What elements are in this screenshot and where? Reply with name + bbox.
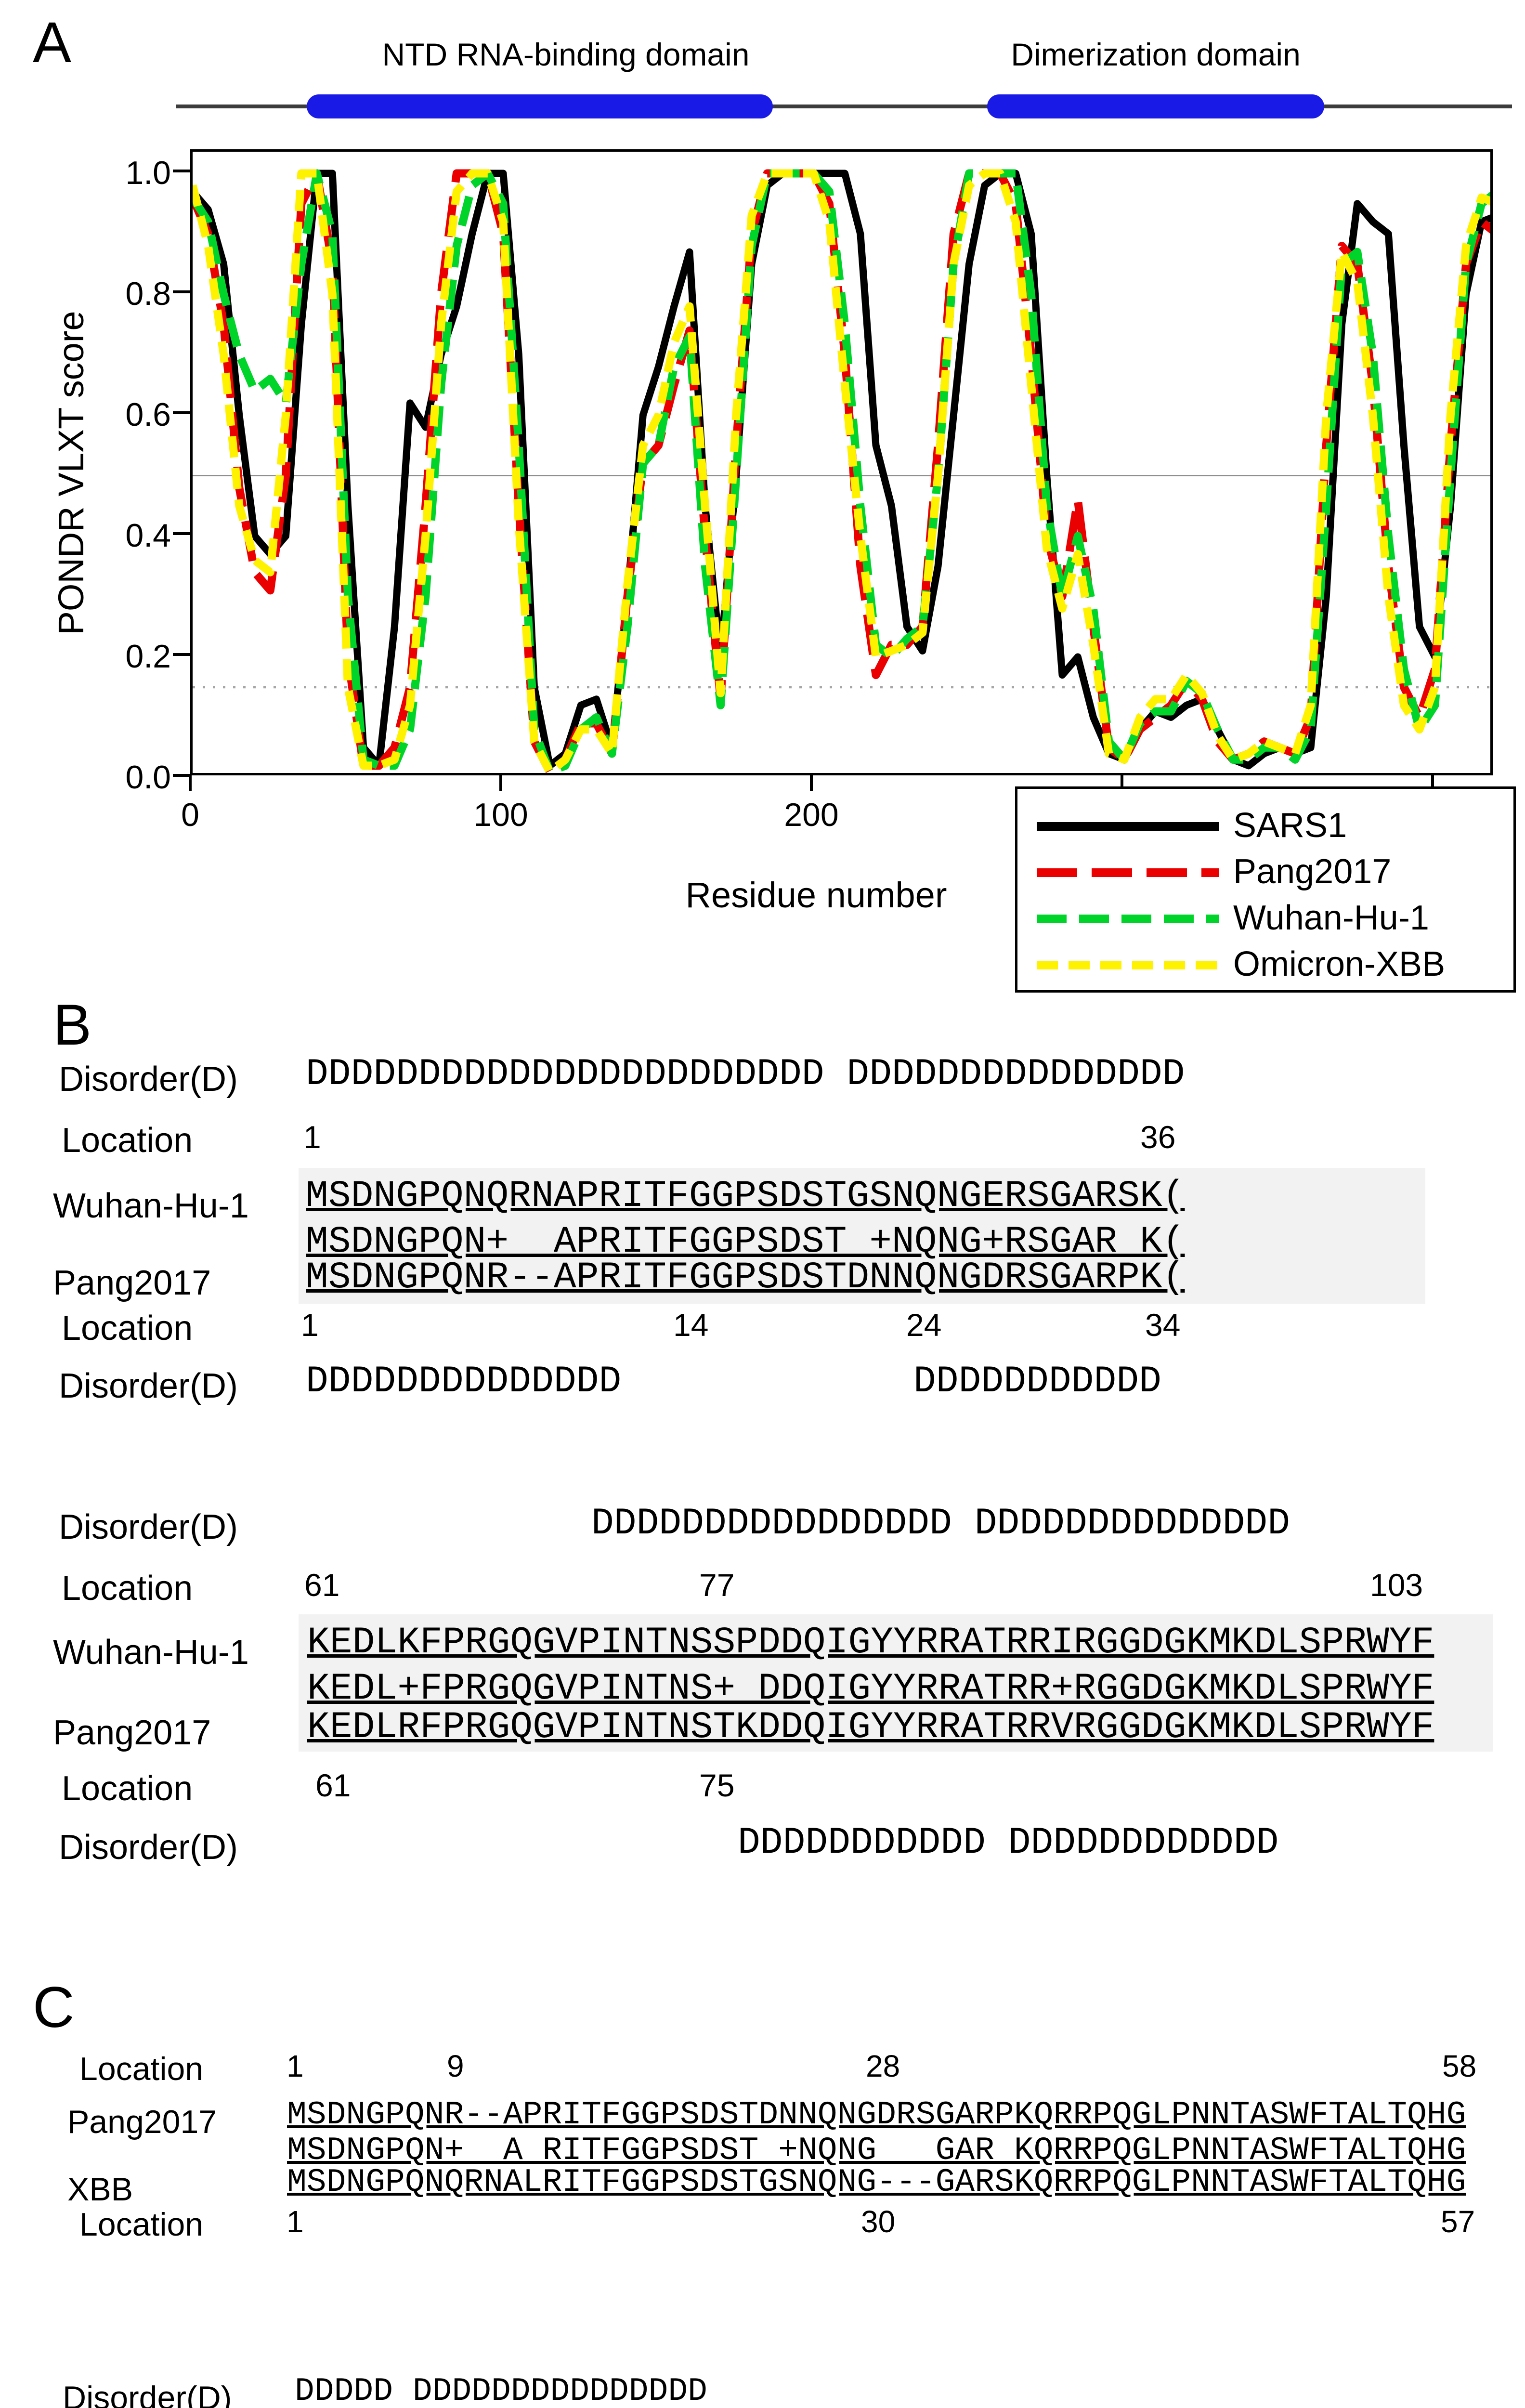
- b1-loc-top-1: 1: [303, 1119, 321, 1155]
- chart-legend: SARS1 Pang2017 Wuhan-Hu-1 Omicron-XBB: [1015, 786, 1516, 993]
- x-tick-label: 100: [473, 797, 528, 833]
- x-tick-mark: [1431, 775, 1434, 791]
- dimerization-domain-bar: [987, 94, 1324, 118]
- legend-line-sars1: [1037, 822, 1219, 831]
- legend-entry-sars1: SARS1: [1017, 806, 1513, 848]
- x-tick-mark: [1121, 775, 1123, 791]
- y-tick-label: 0.2: [125, 638, 171, 675]
- y-tick-label: 1.0: [125, 155, 171, 191]
- b1-pang-label: Pang2017: [53, 1264, 211, 1302]
- legend-entry-pang2017: Pang2017: [1017, 852, 1513, 894]
- plot-area: [190, 149, 1493, 775]
- legend-label-sars1: SARS1: [1233, 806, 1347, 845]
- c1-xbb-label: XBB: [67, 2171, 133, 2208]
- c1-consensus-row: MSDNGPQN+ A RITFGGPSDST +NQNG GAR KQRRPQ…: [287, 2132, 1466, 2169]
- b1-disorder-bottom-label: Disorder(D): [59, 1367, 238, 1405]
- c1-pang-label: Pang2017: [67, 2104, 217, 2140]
- domain-axis-line: [176, 105, 1512, 108]
- b2-wuhan-seq: KEDLKFPRGQGVPINTNSSPDDQIGYYRRATRRIRGGDGK…: [307, 1622, 1434, 1664]
- y-axis-title: PONDR VLXT score: [51, 311, 91, 635]
- y-tick-label: 0.6: [125, 396, 171, 433]
- c1-loc-top-58: 58: [1442, 2049, 1477, 2083]
- x-axis-title: Residue number: [685, 875, 947, 915]
- legend-label-wuhan: Wuhan-Hu-1: [1233, 899, 1429, 937]
- b2-loc-top-61: 61: [304, 1567, 340, 1603]
- y-tick-mark: [173, 653, 190, 656]
- b1-loc-bot-1: 1: [301, 1307, 319, 1343]
- legend-entry-wuhan: Wuhan-Hu-1: [1017, 899, 1513, 940]
- b2-wuhan-label: Wuhan-Hu-1: [53, 1633, 249, 1672]
- b2-loc-bot-61: 61: [315, 1767, 351, 1803]
- c1-xbb-seq: MSDNGPQNQRNALRITFGGPSDSTGSNQNG---GARSKQR…: [287, 2164, 1466, 2201]
- c2-disorder-top-label: Disorder(D): [63, 2380, 232, 2408]
- ntd-domain-label: NTD RNA-binding domain: [382, 37, 750, 72]
- y-tick-label: 0.4: [125, 517, 171, 554]
- b2-loc-top-77: 77: [699, 1567, 735, 1603]
- c1-loc-top-1: 1: [287, 2049, 304, 2083]
- b1-wuhan-seq: MSDNGPQNQRNAPRITFGGPSDSTGSNQNGERSGARSK(: [306, 1175, 1185, 1217]
- axis-tick-layer: 0.0 0.2 0.4 0.6 0.8 1.0 0 100 200: [0, 0, 1525, 1011]
- b2-pang-seq: KEDLRFPRGQGVPINTNSTKDDQIGYYRRATRRVRGGDGK…: [307, 1706, 1434, 1749]
- y-tick-label: 0.0: [125, 759, 171, 796]
- legend-entry-omicron: Omicron-XBB: [1017, 945, 1513, 986]
- b1-consensus-row: MSDNGPQN+ APRITFGGPSDST +NQNG+RSGAR K(: [306, 1221, 1185, 1263]
- y-tick-label: 0.8: [125, 275, 171, 312]
- x-tick-label: 0: [181, 797, 199, 833]
- b1-disorder-top-row: DDDDDDDDDDDDDDDDDDDDDDD DDDDDDDDDDDDDDD: [306, 1053, 1185, 1096]
- chart-svg: [193, 169, 1490, 773]
- b2-location-top-label: Location: [62, 1569, 193, 1608]
- b2-loc-bot-75: 75: [699, 1767, 735, 1803]
- legend-line-pang2017: [1037, 868, 1219, 877]
- panel-a-letter: A: [33, 10, 72, 75]
- c1-loc-top-9: 9: [447, 2049, 464, 2083]
- c1-location-top-label: Location: [79, 2051, 204, 2087]
- c1-pang-seq: MSDNGPQNR--APRITFGGPSDSTDNNQNGDRSGARPKQR…: [287, 2096, 1466, 2133]
- b2-disorder-bottom-row: DDDDDDDDDDD DDDDDDDDDDDD: [738, 1822, 1279, 1864]
- b2-loc-top-103: 103: [1370, 1567, 1423, 1603]
- legend-line-omicron: [1037, 961, 1219, 969]
- b2-disorder-top-label: Disorder(D): [59, 1508, 238, 1546]
- b2-pang-label: Pang2017: [53, 1714, 211, 1752]
- dimerization-domain-label: Dimerization domain: [1011, 37, 1301, 72]
- b1-disorder-bottom-row-1: DDDDDDDDDDDDDD: [306, 1361, 622, 1403]
- ntd-domain-bar: [307, 94, 773, 118]
- legend-label-pang2017: Pang2017: [1233, 852, 1392, 891]
- x-tick-mark: [499, 775, 502, 791]
- legend-label-omicron: Omicron-XBB: [1233, 945, 1446, 983]
- y-tick-mark: [173, 532, 190, 535]
- b2-location-bottom-label: Location: [62, 1769, 193, 1808]
- panel-b-letter: B: [53, 993, 92, 1057]
- c1-loc-bot-30: 30: [861, 2204, 896, 2239]
- b1-location-top-label: Location: [62, 1121, 193, 1160]
- y-tick-mark: [173, 774, 190, 777]
- y-tick-mark: [173, 290, 190, 293]
- c1-loc-bot-1: 1: [287, 2204, 304, 2239]
- y-tick-mark: [173, 170, 190, 172]
- b1-disorder-bottom-row-2: DDDDDDDDDDD: [913, 1361, 1161, 1403]
- b1-pang-seq: MSDNGPQNR--APRITFGGPSDSTDNNQNGDRSGARPK(: [306, 1256, 1185, 1299]
- x-tick-label: 200: [784, 797, 839, 833]
- b2-disorder-top-row: DDDDDDDDDDDDDDDD DDDDDDDDDDDDDD: [591, 1503, 1290, 1545]
- b1-disorder-top-label: Disorder(D): [59, 1060, 238, 1099]
- b1-loc-bot-14: 14: [673, 1307, 709, 1343]
- b1-loc-bot-34: 34: [1145, 1307, 1181, 1343]
- panel-c-letter: C: [33, 1975, 75, 2040]
- b2-sequence-background: [299, 1614, 1493, 1752]
- b1-wuhan-label: Wuhan-Hu-1: [53, 1187, 249, 1225]
- c1-location-bottom-label: Location: [79, 2206, 204, 2243]
- c1-loc-bot-57: 57: [1441, 2204, 1475, 2239]
- y-tick-mark: [173, 411, 190, 414]
- b1-loc-bot-24: 24: [906, 1307, 942, 1343]
- b1-sequence-background: [299, 1168, 1425, 1304]
- x-tick-mark: [189, 775, 192, 791]
- c1-loc-top-28: 28: [866, 2049, 900, 2083]
- legend-line-wuhan: [1037, 915, 1219, 923]
- x-tick-mark: [810, 775, 813, 791]
- b1-loc-top-36: 36: [1140, 1119, 1176, 1155]
- c2-disorder-top-row: DDDDD DDDDDDDDDDDDDDD: [295, 2373, 707, 2408]
- b2-disorder-bottom-label: Disorder(D): [59, 1828, 238, 1867]
- b2-consensus-row: KEDL+FPRGQGVPINTNS+ DDQIGYYRRATRR+RGGDGK…: [307, 1668, 1434, 1710]
- b1-location-bottom-label: Location: [62, 1309, 193, 1348]
